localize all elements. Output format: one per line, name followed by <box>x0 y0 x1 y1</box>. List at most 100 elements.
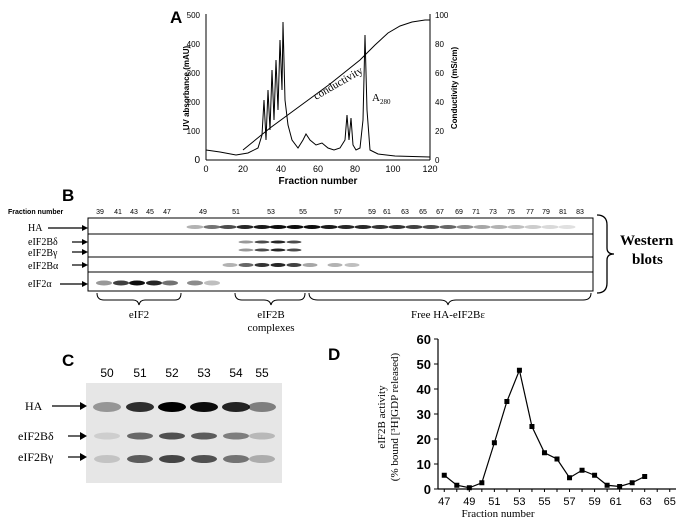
panel-c-label: C <box>62 351 74 370</box>
y-left-tick: 500 <box>187 11 201 20</box>
d-y-tick-label: 20 <box>417 432 431 447</box>
fraction-number: 53 <box>267 209 275 216</box>
fraction-numbers: 39 41 43 45 47 49 51 53 55 57 59 61 63 65 67 69 71 73 75 77… <box>96 209 584 216</box>
d-y-tick-label: 60 <box>417 332 431 347</box>
gel-label-eif2b-delta: eIF2Bδ <box>18 429 54 443</box>
fraction-number: 57 <box>334 209 342 216</box>
d-series-line <box>443 368 645 489</box>
blot-band <box>507 225 525 229</box>
d-data-point <box>579 467 585 473</box>
gel-band <box>248 402 276 412</box>
y-left-tick: 200 <box>187 98 201 107</box>
gel-lane-number: 51 <box>133 366 147 380</box>
d-data-point <box>642 474 648 479</box>
d-data-point <box>516 367 522 373</box>
d-y-tick-label: 50 <box>417 357 431 372</box>
x-tick: 0 <box>203 164 208 174</box>
gel-band <box>191 455 217 463</box>
gel-band <box>93 402 121 412</box>
a280-label: A280 <box>372 92 391 106</box>
fraction-number: 49 <box>199 209 207 216</box>
panel-d-label: D <box>328 345 340 364</box>
d-data-point <box>567 475 573 481</box>
blot-band <box>541 225 559 229</box>
gel-band <box>94 455 120 463</box>
fraction-number: 67 <box>436 209 444 216</box>
blot-band <box>344 263 360 267</box>
y-right-tick: 80 <box>435 40 444 49</box>
d-x-tick-label: 59 <box>588 496 600 508</box>
d-y-tick-label: 30 <box>417 407 431 422</box>
gel-lane-number: 50 <box>100 366 114 380</box>
fraction-number: 61 <box>383 209 391 216</box>
gel-band <box>190 402 218 412</box>
fraction-number: 73 <box>489 209 497 216</box>
gel-lane-number: 54 <box>229 366 243 380</box>
y-right-tick: 60 <box>435 69 444 78</box>
blot-band <box>270 263 286 267</box>
y-left-tick: 100 <box>187 127 201 136</box>
y-right-tick: 20 <box>435 127 444 136</box>
fraction-number: 63 <box>401 209 409 216</box>
gel-band <box>126 402 154 412</box>
row-label-eif2b-alpha: eIF2Bα <box>28 261 59 272</box>
fraction-number: 55 <box>299 209 307 216</box>
blot-band <box>303 225 321 229</box>
fraction-number: 59 <box>368 209 376 216</box>
gel-band <box>127 455 153 463</box>
d-axes: 0 10 20 30 40 50 60 47 49 51 53 55 57 59 61 63 65 <box>417 332 676 508</box>
blot-band <box>253 225 271 229</box>
blot-band <box>286 225 304 229</box>
blot-band <box>113 280 129 286</box>
fraction-number: 47 <box>163 209 171 216</box>
gel-band <box>191 432 217 440</box>
blot-band <box>354 225 372 229</box>
blot-bands <box>96 225 576 286</box>
blot-band <box>187 280 203 286</box>
blot-band <box>219 225 237 229</box>
group-eif2: eIF2 <box>129 309 149 321</box>
conductivity-curve <box>242 19 430 151</box>
western-brace <box>596 214 615 294</box>
gel-band <box>94 432 120 440</box>
fraction-number: 43 <box>130 209 138 216</box>
fraction-number: 41 <box>114 209 122 216</box>
blot-band <box>162 280 178 286</box>
gel-label-ha: HA <box>25 399 43 413</box>
blot-band <box>96 280 112 286</box>
fraction-number: 51 <box>232 209 240 216</box>
y-right-tick: 0 <box>435 156 440 165</box>
d-data-point <box>617 484 623 489</box>
gel-lane-number: 55 <box>255 366 269 380</box>
d-x-tick-label: 53 <box>513 496 525 508</box>
d-x-tick-label: 65 <box>664 496 676 508</box>
x-tick: 100 <box>385 164 400 174</box>
panel-a-left-ticks: 0 100 200 300 400 500 <box>187 11 201 166</box>
y-right-tick: 40 <box>435 98 444 107</box>
blot-band <box>254 263 270 267</box>
row-label-eif2b-gamma: eIF2Bγ <box>28 248 58 259</box>
gel-band <box>223 432 249 440</box>
d-x-tick-label: 63 <box>640 496 652 508</box>
x-tick: 80 <box>350 164 360 174</box>
group-free: Free HA-eIF2Bε <box>411 309 485 321</box>
blot-band <box>270 248 286 252</box>
blot-band <box>203 225 221 229</box>
blot-band <box>337 225 355 229</box>
blot-strip-eif2-alpha <box>87 271 594 292</box>
d-data-point <box>479 480 485 486</box>
y-right-tick: 100 <box>435 11 449 20</box>
blot-band <box>371 225 389 229</box>
blot-band <box>422 225 440 229</box>
d-series <box>441 367 648 491</box>
fraction-number: 45 <box>146 209 154 216</box>
blot-band <box>238 248 254 252</box>
blot-band <box>270 240 286 244</box>
d-x-tick-label: 51 <box>488 496 500 508</box>
gel-lane-number: 52 <box>165 366 179 380</box>
d-y-tick-label: 40 <box>417 382 431 397</box>
d-x-tick-label: 55 <box>538 496 550 508</box>
gel-label-eif2b-gamma: eIF2Bγ <box>18 450 54 464</box>
panel-a-ylabel-left: UV absorbance (mAU) <box>182 45 191 130</box>
fraction-number: 71 <box>472 209 480 216</box>
